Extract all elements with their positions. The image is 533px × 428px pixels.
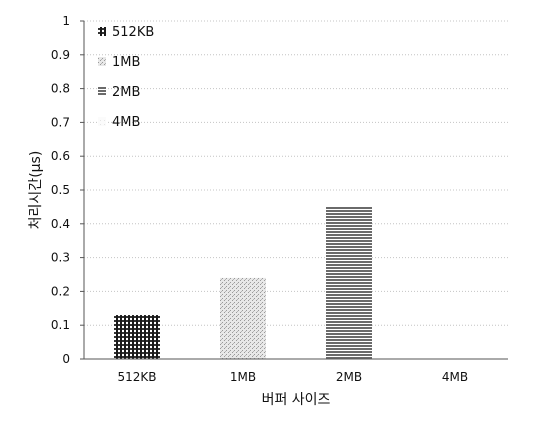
bar-512KB — [114, 315, 160, 359]
legend-swatch-3 — [98, 117, 106, 126]
y-tick-labels: 0 0.1 0.2 0.3 0.4 0.5 0.6 0.7 0.8 0.9 1 — [51, 14, 70, 366]
y-tick-label-3: 0.3 — [51, 251, 70, 265]
y-tick-label-10: 1 — [62, 14, 70, 28]
gridlines — [84, 20, 508, 326]
legend-label-2: 2MB — [112, 85, 140, 100]
y-tick-label-5: 0.5 — [51, 183, 70, 197]
legend: 512KB 1MB 2MB 4MB — [98, 25, 154, 130]
bars — [114, 206, 372, 359]
y-tick-label-9: 0.9 — [51, 48, 70, 62]
y-tick-label-6: 0.6 — [51, 149, 70, 163]
x-tick-label-1: 1MB — [230, 370, 256, 384]
legend-swatch-0 — [98, 27, 106, 36]
legend-swatch-1 — [98, 57, 106, 66]
x-tick-label-0: 512KB — [117, 370, 156, 384]
x-tick-label-3: 4MB — [442, 370, 468, 384]
x-tick-labels: 512KB 1MB 2MB 4MB — [117, 370, 468, 384]
legend-label-0: 512KB — [112, 25, 154, 40]
y-tick-label-7: 0.7 — [51, 115, 70, 129]
y-axis-title: 처리시간(μs) — [28, 151, 44, 230]
y-tick-label-1: 0.1 — [51, 318, 70, 332]
y-tick-label-0: 0 — [62, 352, 70, 366]
x-tick-label-2: 2MB — [336, 370, 362, 384]
y-tick-label-8: 0.8 — [51, 82, 70, 96]
y-tick-label-2: 0.2 — [51, 284, 70, 298]
y-tick-label-4: 0.4 — [51, 217, 70, 231]
legend-label-1: 1MB — [112, 55, 140, 70]
legend-swatch-2 — [98, 87, 106, 96]
axes — [80, 20, 508, 360]
bar-2MB — [326, 206, 372, 359]
legend-label-3: 4MB — [112, 115, 140, 130]
bar-1MB — [220, 277, 266, 359]
x-axis-title: 버퍼 사이즈 — [262, 392, 331, 408]
